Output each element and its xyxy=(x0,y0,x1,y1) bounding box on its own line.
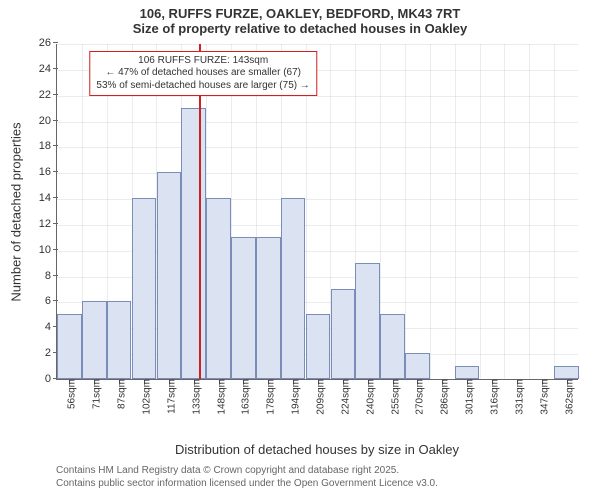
gridline-horizontal xyxy=(57,147,578,148)
x-tick: 56sqm xyxy=(61,379,78,409)
histogram-bar xyxy=(107,301,132,379)
y-tick: 10 xyxy=(39,244,57,256)
x-tick: 71sqm xyxy=(86,379,103,409)
y-tick: 20 xyxy=(39,115,57,127)
x-tick: 163sqm xyxy=(235,379,252,415)
x-tick: 316sqm xyxy=(484,379,501,415)
x-tick: 347sqm xyxy=(533,379,550,415)
callout-box: 106 RUFFS FURZE: 143sqm← 47% of detached… xyxy=(89,51,316,97)
x-tick: 194sqm xyxy=(285,379,302,415)
x-tick: 117sqm xyxy=(160,379,177,414)
histogram-bar xyxy=(331,289,356,379)
gridline-vertical xyxy=(554,44,555,379)
y-tick: 8 xyxy=(45,270,57,282)
attribution-footer: Contains HM Land Registry data © Crown c… xyxy=(56,464,438,490)
histogram-bar xyxy=(157,172,182,379)
callout-line: 53% of semi-detached houses are larger (… xyxy=(96,80,309,93)
x-tick: 255sqm xyxy=(384,379,401,415)
property-size-chart: 106, RUFFS FURZE, OAKLEY, BEDFORD, MK43 … xyxy=(0,0,600,500)
y-tick: 6 xyxy=(45,295,57,307)
gridline-horizontal xyxy=(57,44,578,45)
title-line-2: Size of property relative to detached ho… xyxy=(0,21,600,36)
y-tick: 24 xyxy=(39,63,57,75)
x-tick: 178sqm xyxy=(260,379,277,415)
histogram-bar xyxy=(380,314,405,379)
x-tick: 270sqm xyxy=(409,379,426,415)
chart-title: 106, RUFFS FURZE, OAKLEY, BEDFORD, MK43 … xyxy=(0,6,600,36)
x-tick: 133sqm xyxy=(185,379,202,415)
x-tick: 87sqm xyxy=(111,379,128,409)
histogram-bar xyxy=(231,237,256,379)
gridline-vertical xyxy=(405,44,406,379)
callout-line: 106 RUFFS FURZE: 143sqm xyxy=(96,55,309,68)
histogram-bar xyxy=(82,301,107,379)
histogram-bar xyxy=(132,198,157,379)
y-tick: 12 xyxy=(39,218,57,230)
gridline-horizontal xyxy=(57,122,578,123)
y-tick: 4 xyxy=(45,321,57,333)
x-tick: 102sqm xyxy=(136,379,153,415)
x-tick: 148sqm xyxy=(210,379,227,415)
callout-line: ← 47% of detached houses are smaller (67… xyxy=(96,67,309,80)
x-tick: 224sqm xyxy=(334,379,351,415)
y-tick: 18 xyxy=(39,140,57,152)
y-tick: 22 xyxy=(39,89,57,101)
histogram-bar xyxy=(405,353,430,379)
histogram-bar xyxy=(281,198,306,379)
plot-area: 0246810121416182022242656sqm71sqm87sqm10… xyxy=(56,44,578,380)
gridline-horizontal xyxy=(57,173,578,174)
x-tick: 240sqm xyxy=(359,379,376,415)
y-tick: 0 xyxy=(45,373,57,385)
histogram-bar xyxy=(181,108,206,379)
histogram-bar xyxy=(355,263,380,379)
histogram-bar xyxy=(455,366,480,379)
gridline-vertical xyxy=(430,44,431,379)
histogram-bar xyxy=(306,314,331,379)
y-axis-label: Number of detached properties xyxy=(9,122,24,301)
gridline-vertical xyxy=(529,44,530,379)
y-tick: 26 xyxy=(39,37,57,49)
x-axis-label: Distribution of detached houses by size … xyxy=(175,442,459,457)
x-tick: 286sqm xyxy=(434,379,451,415)
footer-line-2: Contains public sector information licen… xyxy=(56,477,438,490)
gridline-vertical xyxy=(455,44,456,379)
gridline-vertical xyxy=(504,44,505,379)
title-line-1: 106, RUFFS FURZE, OAKLEY, BEDFORD, MK43 … xyxy=(0,6,600,21)
y-tick: 16 xyxy=(39,166,57,178)
histogram-bar xyxy=(256,237,281,379)
x-tick: 301sqm xyxy=(459,379,476,415)
x-tick: 209sqm xyxy=(310,379,327,415)
x-tick: 331sqm xyxy=(508,379,525,415)
footer-line-1: Contains HM Land Registry data © Crown c… xyxy=(56,464,438,477)
gridline-vertical xyxy=(480,44,481,379)
y-tick: 2 xyxy=(45,347,57,359)
y-tick: 14 xyxy=(39,192,57,204)
x-tick: 362sqm xyxy=(558,379,575,415)
histogram-bar xyxy=(57,314,82,379)
histogram-bar xyxy=(206,198,231,379)
histogram-bar xyxy=(554,366,579,379)
